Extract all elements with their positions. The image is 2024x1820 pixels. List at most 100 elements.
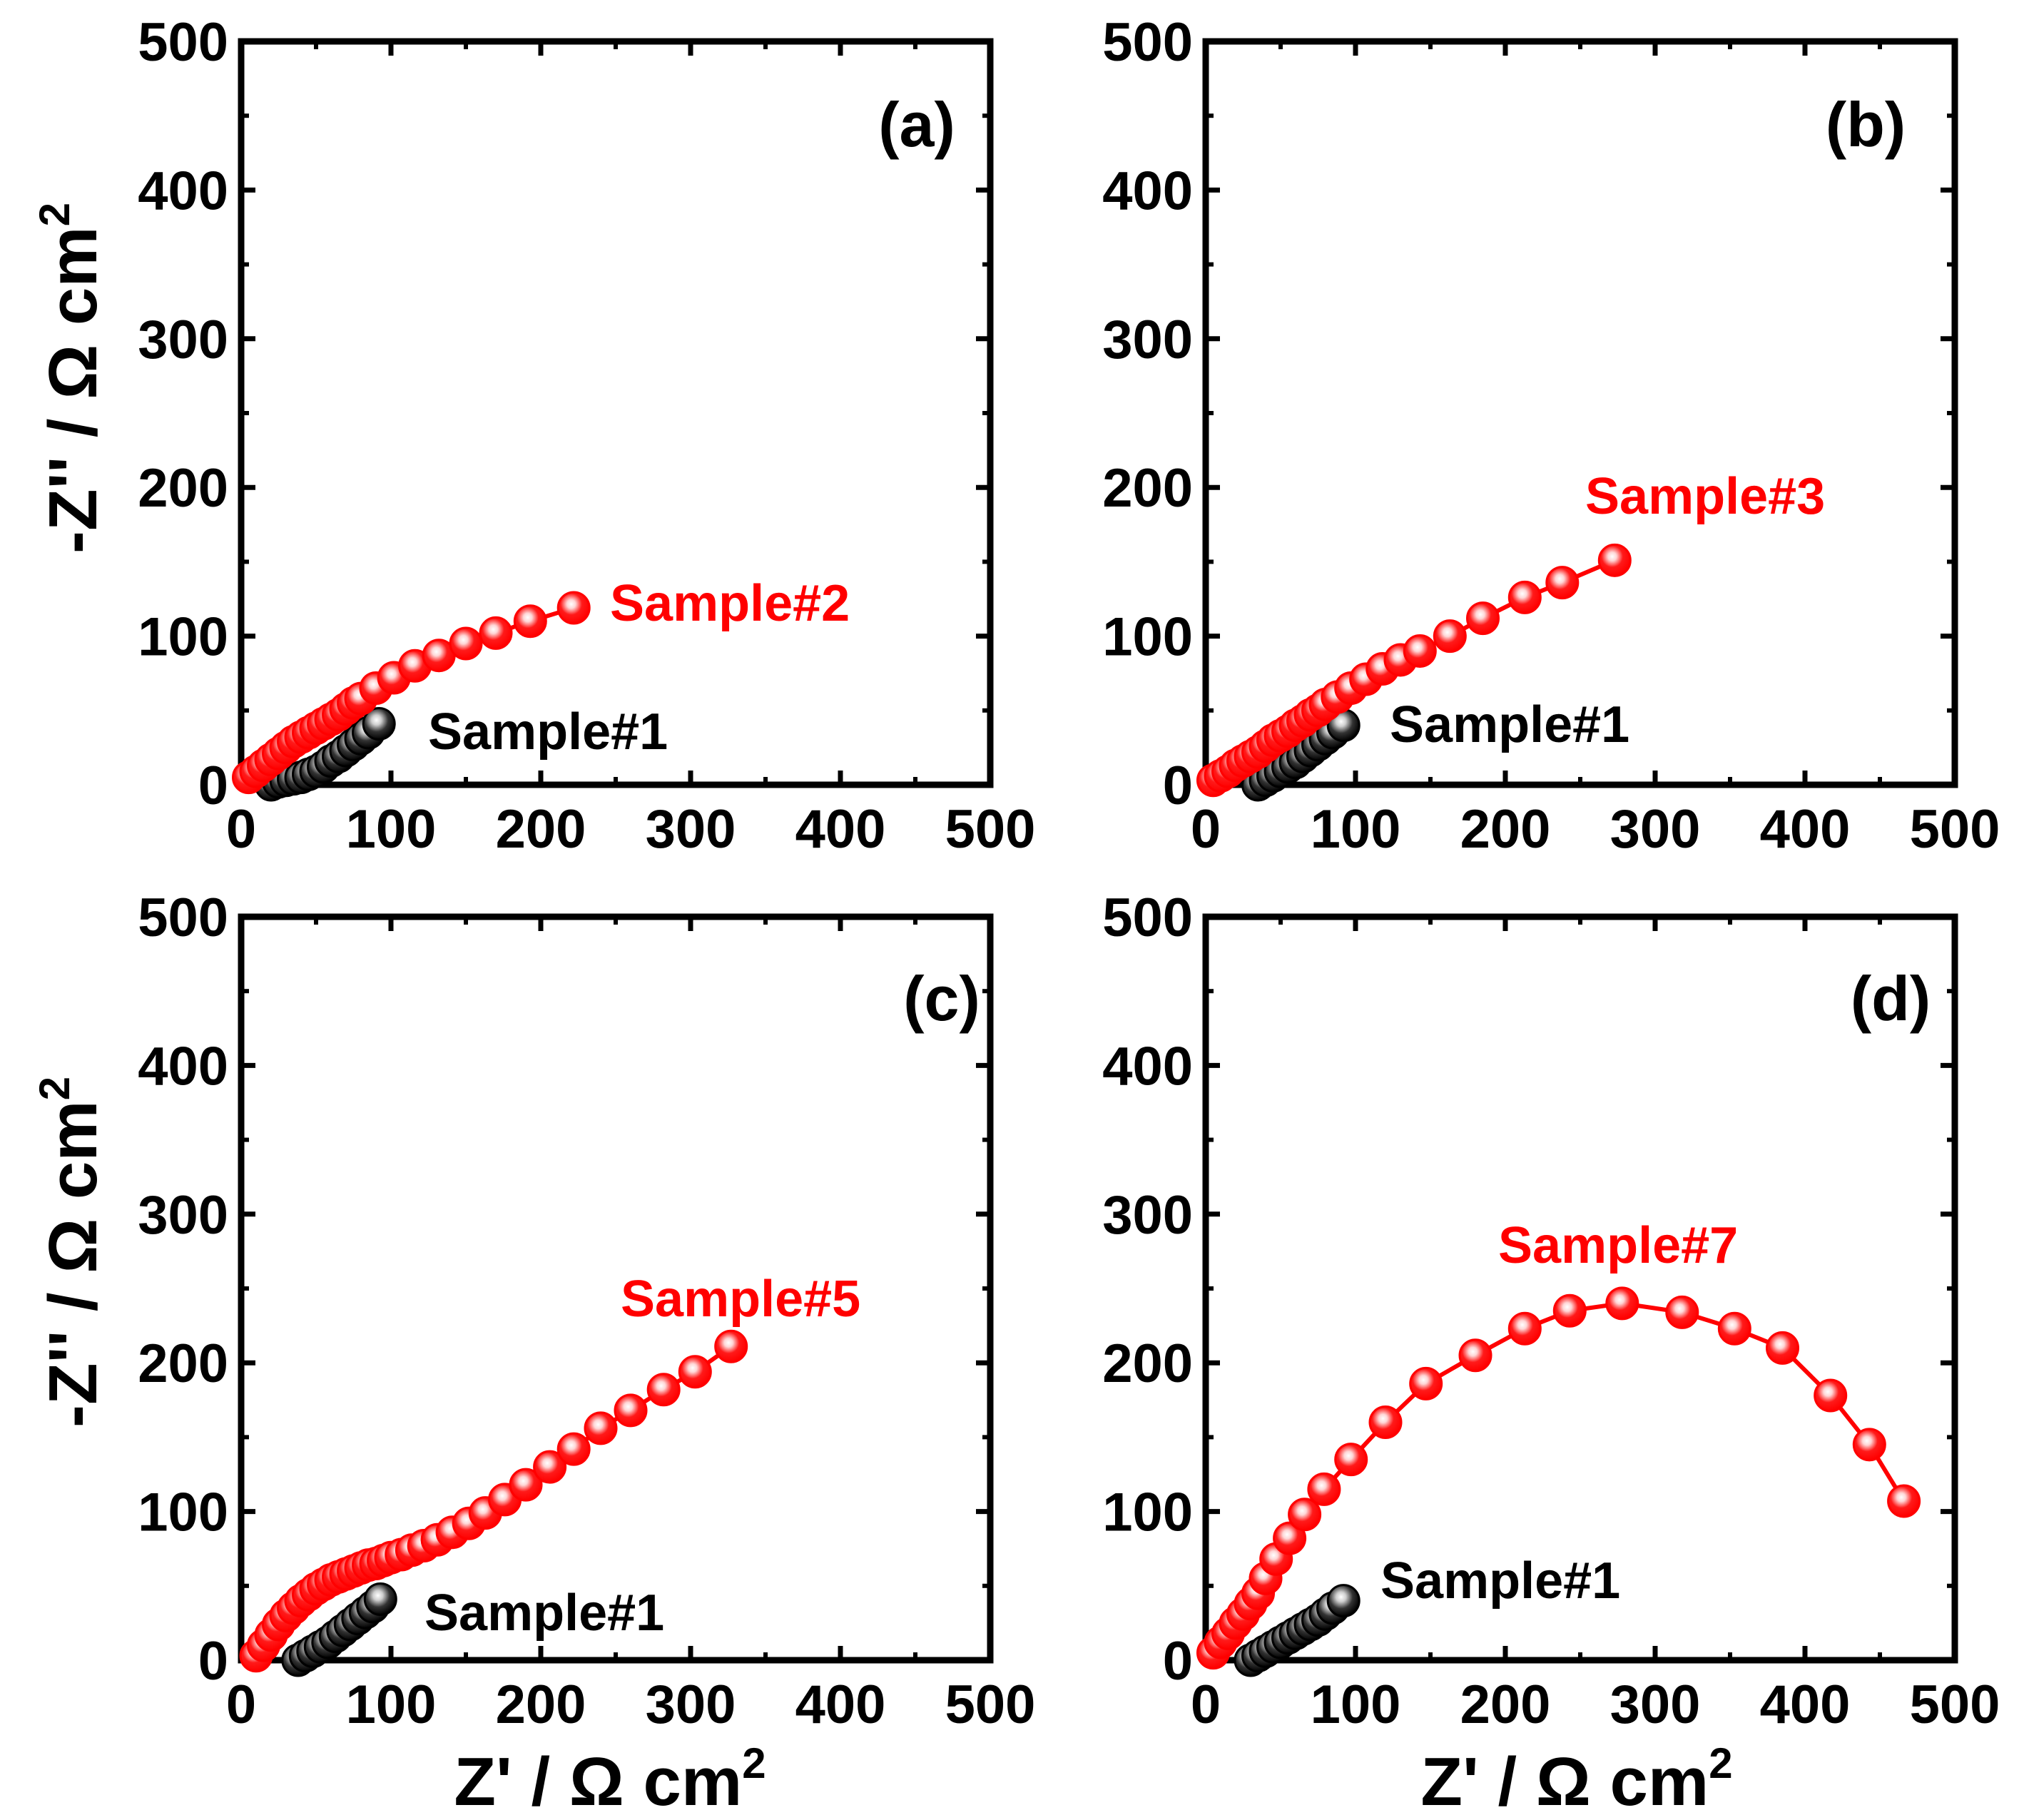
data-point <box>363 1582 397 1617</box>
y-tick-label: 100 <box>1102 1483 1193 1543</box>
x-axis-label-right: Z' / Ω cm2 <box>1420 1739 1732 1820</box>
data-point <box>1507 580 1542 614</box>
sample-series-label: Sample#3 <box>1585 468 1825 525</box>
y-axis-label-top: -Z'' / Ω cm2 <box>31 203 111 554</box>
panel-a: 0 100 200 300 400 500 0 100 200 300 400 500 (a) Sampl… <box>138 12 1035 860</box>
reference-series-label: Sample#1 <box>1380 1552 1620 1610</box>
y-tick-label: 200 <box>138 458 228 519</box>
x-tick-label: 500 <box>945 799 1036 860</box>
x-axis-label-right-sup: 2 <box>1709 1739 1732 1787</box>
data-point <box>556 1432 591 1466</box>
data-point <box>614 1393 648 1428</box>
x-tick-label: 200 <box>496 799 586 860</box>
data-point <box>1368 1405 1403 1440</box>
data-point <box>362 707 396 741</box>
y-tick-label: 300 <box>1102 310 1193 370</box>
y-tick-label: 400 <box>1102 1036 1193 1097</box>
data-point <box>1273 1521 1307 1555</box>
y-tick-label: 400 <box>1102 161 1193 221</box>
y-tick-label: 0 <box>1163 1631 1193 1692</box>
x-tick-label: 100 <box>1311 1674 1401 1735</box>
panel-d: 0 100 200 300 400 500 0 100 200 300 400 500 (d) Sampl… <box>1102 888 2000 1735</box>
y-tick-label: 400 <box>138 1036 228 1097</box>
x-tick-label: 300 <box>646 1674 736 1735</box>
data-point <box>1288 1498 1322 1532</box>
data-point <box>479 616 513 650</box>
data-point <box>509 1468 543 1502</box>
x-axis-label-left: Z' / Ω cm2 <box>454 1739 766 1820</box>
x-tick-label: 200 <box>496 1674 586 1735</box>
x-tick-label: 100 <box>1311 799 1401 860</box>
y-tick-label: 100 <box>1102 607 1193 668</box>
data-point <box>1466 601 1500 636</box>
data-point <box>1403 634 1437 668</box>
data-point <box>1814 1378 1848 1413</box>
data-point <box>1307 1472 1341 1506</box>
x-tick-label: 500 <box>1910 1674 2000 1735</box>
data-point <box>1766 1331 1799 1365</box>
data-point <box>556 591 591 625</box>
x-tick-label: 500 <box>945 1674 1036 1735</box>
x-tick-label: 0 <box>226 1674 256 1735</box>
x-tick-label: 300 <box>646 799 736 860</box>
sample-series-label: Sample#7 <box>1498 1217 1738 1274</box>
y-axis-label-bottom: -Z'' / Ω cm2 <box>31 1077 111 1428</box>
reference-series-label: Sample#1 <box>1390 696 1629 753</box>
data-point <box>513 604 547 639</box>
y-tick-label: 0 <box>198 1631 228 1692</box>
data-point <box>449 626 483 661</box>
y-tick-label: 500 <box>1102 12 1193 73</box>
x-tick-label: 200 <box>1460 799 1551 860</box>
x-tick-label: 500 <box>1910 799 2000 860</box>
y-tick-label: 0 <box>198 756 228 816</box>
data-point <box>584 1411 618 1445</box>
data-point <box>1552 1293 1587 1328</box>
x-tick-label: 400 <box>795 799 886 860</box>
y-tick-label: 500 <box>1102 888 1193 948</box>
x-tick-label: 200 <box>1460 1674 1551 1735</box>
y-tick-label: 300 <box>138 1185 228 1246</box>
data-point <box>1887 1484 1921 1518</box>
x-axis-label-right-main: Z' / Ω cm <box>1420 1744 1709 1820</box>
x-tick-label: 0 <box>226 799 256 860</box>
x-tick-label: 100 <box>346 799 437 860</box>
y-axis-label-top-sup: 2 <box>31 203 78 226</box>
data-point <box>1665 1295 1699 1329</box>
y-tick-label: 0 <box>1163 756 1193 816</box>
data-point <box>533 1450 567 1484</box>
panel-b: 0 100 200 300 400 500 0 100 200 300 400 500 (b) Sampl… <box>1102 12 2000 860</box>
y-tick-label: 100 <box>138 1483 228 1543</box>
x-tick-label: 400 <box>1760 799 1851 860</box>
y-axis-label-bottom-main: -Z'' / Ω cm <box>35 1100 111 1428</box>
y-tick-label: 200 <box>1102 458 1193 519</box>
y-tick-label: 300 <box>1102 1185 1193 1246</box>
panel-label: (c) <box>903 963 980 1034</box>
y-tick-label: 500 <box>138 888 228 948</box>
x-axis-label-left-sup: 2 <box>742 1739 766 1787</box>
panel-label: (a) <box>878 89 955 160</box>
data-point <box>1545 566 1580 600</box>
data-point <box>714 1329 748 1363</box>
sample-series-label: Sample#5 <box>621 1271 860 1328</box>
x-tick-label: 0 <box>1191 799 1221 860</box>
x-tick-label: 300 <box>1610 799 1701 860</box>
x-tick-label: 300 <box>1610 1674 1701 1735</box>
plot-frame <box>1202 913 1958 1664</box>
data-point <box>1597 543 1632 577</box>
y-axis-label-top-main: -Z'' / Ω cm <box>35 226 111 554</box>
x-tick-label: 100 <box>346 1674 437 1735</box>
y-tick-label: 200 <box>138 1333 228 1394</box>
x-tick-label: 0 <box>1191 1674 1221 1735</box>
x-axis-label-left-main: Z' / Ω cm <box>454 1744 742 1820</box>
data-point <box>678 1355 712 1389</box>
y-tick-label: 400 <box>138 161 228 221</box>
panel-c: 0 100 200 300 400 500 0 100 200 300 400 500 (c) Sampl… <box>138 888 1035 1735</box>
data-point <box>1852 1428 1886 1462</box>
data-point <box>1433 619 1467 654</box>
data-point <box>1717 1311 1751 1346</box>
data-point <box>1326 1584 1361 1618</box>
data-point <box>1334 1443 1368 1477</box>
plot-frame <box>238 913 994 1664</box>
y-tick-label: 500 <box>138 12 228 73</box>
